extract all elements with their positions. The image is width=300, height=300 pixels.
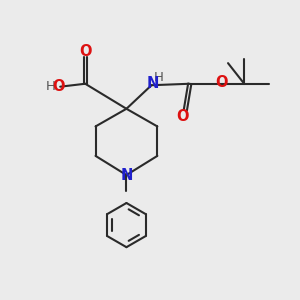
Text: O: O: [176, 109, 189, 124]
Text: O: O: [215, 75, 227, 90]
Text: N: N: [147, 76, 159, 91]
Text: H: H: [46, 80, 56, 93]
Text: O: O: [52, 79, 65, 94]
Text: N: N: [120, 167, 133, 182]
Text: O: O: [79, 44, 92, 59]
Text: H: H: [154, 71, 164, 84]
